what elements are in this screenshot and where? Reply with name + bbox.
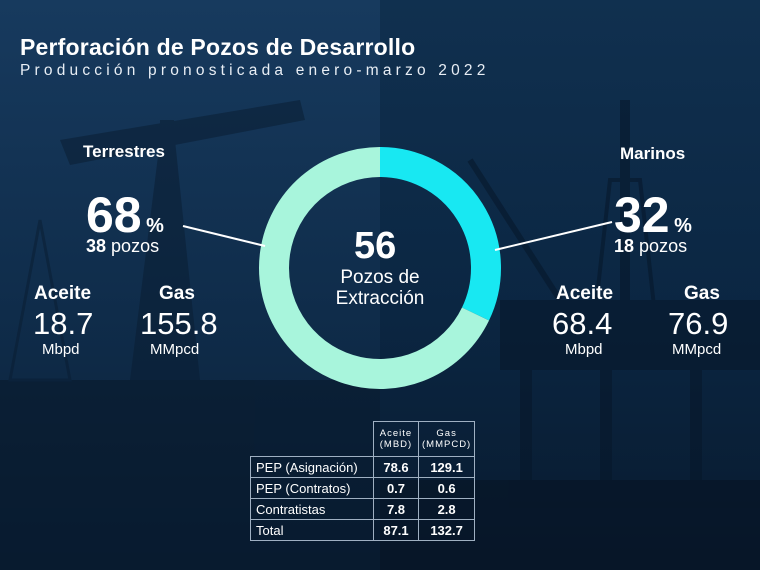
terrestres-percent-group: 68 %	[86, 190, 164, 240]
table-cell-gas: 129.1	[417, 456, 476, 478]
pumpjack-beam	[60, 100, 305, 165]
terrestres-percent: 68	[86, 187, 142, 243]
table-cell-gas: 2.8	[417, 498, 476, 520]
table-header-aceite: Aceite (MBD)	[373, 421, 419, 457]
table-header-blank	[251, 422, 374, 457]
table-cell-aceite: 87.1	[373, 519, 419, 541]
table-row: PEP (Asignación) 78.6 129.1	[250, 456, 476, 478]
terrestres-gas-value: 155.8	[140, 306, 218, 341]
center-label-line1: Pozos de	[340, 267, 420, 288]
page-subtitle: Producción pronosticada enero-marzo 2022	[20, 62, 490, 79]
marinos-pozos-word: pozos	[639, 236, 688, 256]
marinos-pozos-count: 18	[614, 236, 635, 256]
table-header-gas-line2: (MMPCD)	[422, 439, 472, 450]
donut-slice-marinos	[379, 147, 501, 321]
terrestres-aceite-label: Aceite	[34, 283, 92, 304]
table-cell-gas: 0.6	[417, 477, 476, 499]
table-cell-aceite: 78.6	[373, 456, 419, 478]
marinos-gas-label: Gas	[684, 283, 720, 304]
marinos-gas-value: 76.9	[668, 306, 729, 341]
marinos-gas-unit: MMpcd	[672, 341, 722, 358]
platform-leg-3	[690, 370, 702, 490]
leader-line-marinos	[494, 221, 613, 251]
terrestres-gas-label: Gas	[159, 283, 195, 304]
table-row: Total 87.1 132.7	[250, 519, 476, 541]
table-cell-aceite: 0.7	[373, 477, 419, 499]
center-label-line2: Extracción	[335, 288, 425, 309]
marinos-aceite-label: Aceite	[556, 283, 614, 304]
terrestres-aceite-unit: Mbpd	[42, 341, 80, 358]
table-row-label: PEP (Contratos)	[250, 477, 374, 499]
table-header-gas: Gas (MMPCD)	[417, 421, 476, 457]
marinos-aceite-unit: Mbpd	[565, 341, 603, 358]
donut-slice-terrestres	[259, 147, 490, 389]
table-header-gas-line1: Gas	[436, 428, 457, 439]
marinos-aceite-value: 68.4	[552, 306, 613, 341]
table-row: Contratistas 7.8 2.8	[250, 498, 476, 520]
marinos-percent: 32	[614, 187, 670, 243]
table-row-label: Total	[250, 519, 374, 541]
table-header-aceite-line1: Aceite	[379, 428, 413, 439]
center-total: 56	[354, 225, 397, 267]
marinos-pozos: 18 pozos	[614, 236, 687, 257]
rig-tower	[620, 100, 630, 360]
terrestres-aceite-value: 18.7	[33, 306, 94, 341]
platform-deck	[500, 300, 760, 370]
crane-boom	[467, 158, 563, 302]
table-cell-aceite: 7.8	[373, 498, 419, 520]
terrestres-heading: Terrestres	[83, 142, 165, 161]
table-header-row: Aceite (MBD) Gas (MMPCD)	[251, 421, 476, 457]
terrestres-pozos-word: pozos	[111, 236, 160, 256]
table-row-label: Contratistas	[250, 498, 374, 520]
production-table: Aceite (MBD) Gas (MMPCD) PEP (Asignación…	[250, 421, 476, 541]
derrick-left	[8, 219, 72, 382]
platform-leg-2	[600, 370, 612, 490]
leader-line-terrestres	[182, 225, 266, 247]
terrestres-pozos-count: 38	[86, 236, 107, 256]
platform-leg-1	[520, 370, 532, 490]
terrestres-gas-unit: MMpcd	[150, 341, 200, 358]
marinos-heading: Marinos	[620, 144, 686, 163]
table-cell-gas: 132.7	[417, 519, 476, 541]
table-row-label: PEP (Asignación)	[250, 456, 374, 478]
table-header-aceite-line2: (MBD)	[379, 439, 413, 450]
terrestres-pozos: 38 pozos	[86, 236, 159, 257]
table-row: PEP (Contratos) 0.7 0.6	[250, 477, 476, 499]
page-title: Perforación de Pozos de Desarrollo	[20, 34, 416, 60]
pumpjack-frame	[130, 140, 200, 380]
marinos-percent-sign: %	[674, 215, 692, 237]
marinos-percent-group: 32 %	[614, 190, 692, 240]
center-label: Pozos de Extracción	[320, 267, 440, 309]
terrestres-percent-sign: %	[146, 215, 164, 237]
